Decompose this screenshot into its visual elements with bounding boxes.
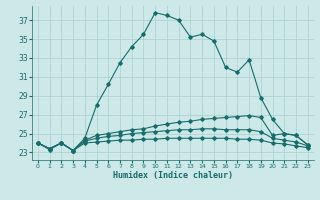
X-axis label: Humidex (Indice chaleur): Humidex (Indice chaleur) bbox=[113, 171, 233, 180]
